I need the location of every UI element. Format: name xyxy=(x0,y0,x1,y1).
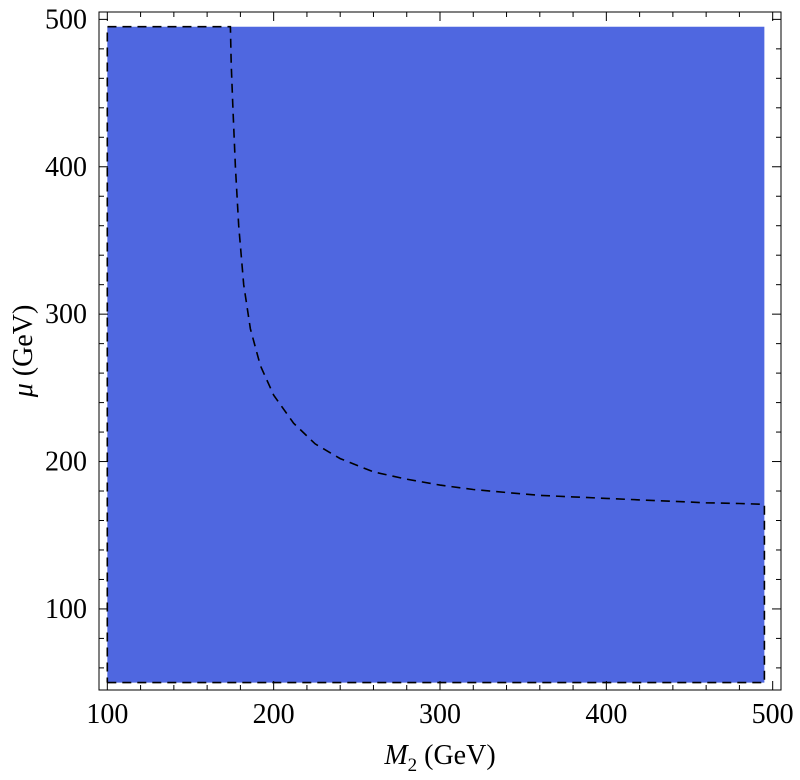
x-axis-symbol: M xyxy=(383,740,409,771)
y-tick-label: 100 xyxy=(45,594,87,625)
y-tick-label: 500 xyxy=(45,4,87,35)
y-tick-label: 300 xyxy=(45,299,87,330)
boundary-layer xyxy=(106,25,766,684)
dashed-boundary-line xyxy=(106,25,766,684)
y-tick-label: 200 xyxy=(45,447,87,478)
x-tick-label: 200 xyxy=(253,699,295,730)
x-tick-label: 300 xyxy=(419,699,461,730)
filled-region-layer xyxy=(107,26,765,683)
y-tick-label: 400 xyxy=(45,152,87,183)
x-tick-label: 100 xyxy=(86,699,128,730)
x-axis-title: M2 (GeV) xyxy=(383,740,495,776)
y-axis-symbol: μ xyxy=(8,383,39,398)
x-tick-label: 500 xyxy=(752,699,794,730)
x-tick-labels: 100 200 300 400 500 xyxy=(86,699,793,730)
x-axis-unit: (GeV) xyxy=(417,740,496,771)
y-tick-labels: 100 200 300 400 500 xyxy=(45,4,87,625)
x-tick-label: 400 xyxy=(585,699,627,730)
y-axis-unit: (GeV) xyxy=(8,305,39,384)
ticks-layer xyxy=(99,12,781,690)
filled-region xyxy=(107,26,765,683)
y-axis-title: μ (GeV) xyxy=(8,305,39,399)
x-axis-subscript: 2 xyxy=(408,755,418,776)
